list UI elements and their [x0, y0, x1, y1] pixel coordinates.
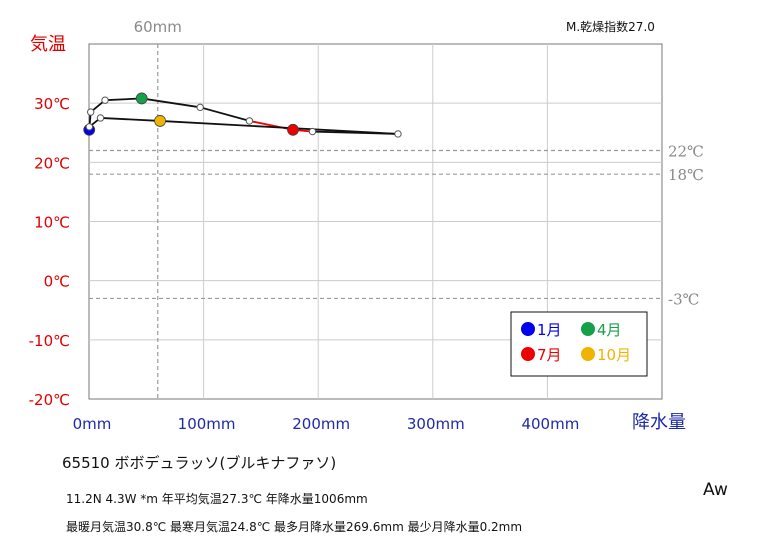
y-tick-label: 10℃	[34, 214, 70, 232]
month-point	[96, 114, 105, 122]
x-tick-label: 400mm	[521, 415, 579, 433]
dryness-index: M.乾燥指数27.0	[566, 19, 655, 34]
y-axis-ticks: -20℃ -10℃ 0℃ 10℃ 20℃ 30℃	[29, 95, 70, 409]
reference-label-temp: 18℃	[668, 166, 704, 184]
month-point	[101, 96, 109, 104]
series-segment	[159, 120, 399, 135]
reference-lines: 60mm 22℃ 18℃ -3℃	[89, 18, 704, 399]
y-tick-label: 0℃	[44, 273, 70, 291]
legend-marker	[521, 347, 535, 361]
x-tick-label: 100mm	[178, 415, 236, 433]
month-point	[196, 103, 204, 112]
month-point	[85, 123, 94, 131]
x-tick-label: 300mm	[407, 415, 465, 433]
series-segment	[140, 97, 202, 109]
y-tick-label: -10℃	[29, 332, 70, 350]
climate-class: Aw	[703, 480, 728, 500]
x-tick-label: 0mm	[73, 415, 112, 433]
x-tick-label: 200mm	[292, 415, 350, 433]
reference-label-temp: 22℃	[668, 143, 704, 161]
station-title: 65510 ボボデュラッソ(ブルキナファソ)	[62, 454, 336, 472]
legend-label: 4月	[597, 321, 622, 339]
legend-box	[510, 311, 648, 377]
station-line-2: 最暖月気温30.8℃ 最寒月気温24.8℃ 最多月降水量269.6mm 最少月降…	[66, 519, 522, 534]
month-point	[308, 127, 317, 136]
y-tick-label: -20℃	[29, 391, 70, 409]
legend-marker	[581, 347, 595, 361]
x-axis-label: 降水量	[632, 412, 686, 433]
legend-marker	[581, 322, 595, 336]
series-segment	[104, 97, 143, 102]
month-point-highlighted	[287, 123, 299, 136]
legend-marker	[521, 322, 535, 336]
legend-label: 7月	[537, 346, 562, 364]
x-axis-ticks: 0mm 100mm 200mm 300mm 400mm	[73, 415, 580, 433]
legend: 1月 4月 7月 10月	[510, 311, 648, 377]
legend-label: 10月	[597, 346, 631, 364]
month-point	[245, 117, 254, 125]
series-segment	[99, 117, 161, 122]
y-tick-label: 20℃	[34, 154, 70, 172]
reference-label-60mm: 60mm	[134, 18, 182, 36]
data-points	[83, 92, 402, 138]
series-segment	[199, 106, 251, 122]
month-point	[394, 130, 402, 138]
month-point-highlighted	[135, 92, 148, 105]
month-point	[87, 108, 95, 116]
station-line-1: 11.2N 4.3W *m 年平均気温27.3℃ 年降水量1006mm	[66, 491, 368, 506]
reference-label-temp: -3℃	[668, 290, 699, 308]
y-axis-label: 気温	[30, 34, 66, 55]
month-point-highlighted	[154, 115, 166, 127]
legend-label: 1月	[537, 321, 562, 339]
y-tick-label: 30℃	[34, 95, 70, 113]
